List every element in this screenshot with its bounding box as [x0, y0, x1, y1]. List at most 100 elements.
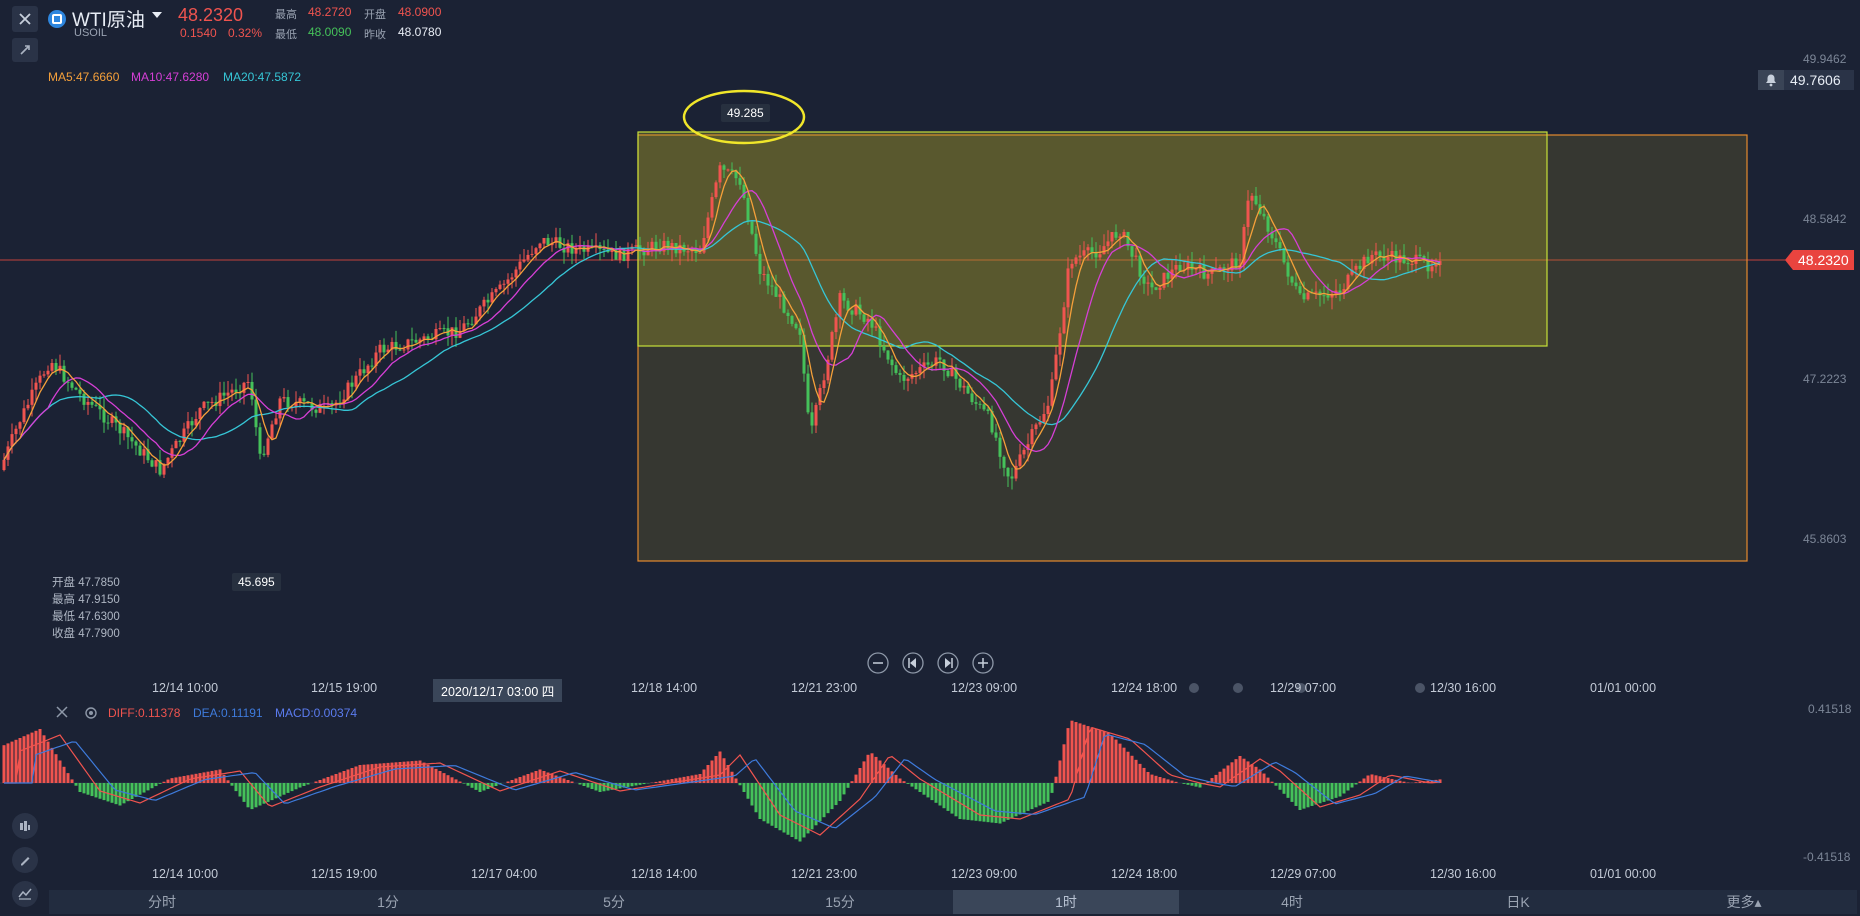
macd-bar	[1130, 755, 1134, 783]
macd-bar	[1314, 783, 1318, 805]
tab-more[interactable]: 更多▴	[1726, 894, 1762, 910]
candle-body	[1010, 476, 1014, 479]
candle-body	[738, 178, 742, 185]
tab-4hour[interactable]: 4时	[1281, 894, 1303, 910]
macd-bar	[990, 783, 994, 823]
macd-bar	[1070, 720, 1074, 783]
macd-bar	[326, 777, 330, 783]
candle-body	[494, 289, 498, 293]
diff-line	[4, 726, 1441, 836]
tab-1min[interactable]: 1分	[377, 894, 399, 910]
macd-bar	[1266, 777, 1270, 783]
macd-bar	[390, 762, 394, 783]
candle-body	[298, 398, 302, 403]
candle-body	[810, 412, 814, 426]
macd-bar	[802, 783, 806, 838]
candle-body	[1338, 290, 1342, 293]
macd-value-label: MACD:0.00374	[275, 706, 358, 720]
settings-icon	[20, 45, 30, 55]
candle-body	[230, 389, 234, 393]
candle-body	[570, 243, 574, 254]
macd-bar	[462, 783, 466, 784]
macd-bar	[886, 767, 890, 783]
macd-bar	[550, 774, 554, 783]
macd-bar	[226, 780, 230, 783]
macd-bar	[1010, 783, 1014, 819]
macd-bar	[962, 783, 966, 820]
draw-button[interactable]	[12, 847, 38, 873]
macd-bar	[1126, 751, 1130, 783]
macd-bar	[1246, 761, 1250, 783]
tab-15min[interactable]: 15分	[825, 894, 855, 910]
candle-body	[42, 374, 46, 376]
candle-body	[1190, 262, 1194, 270]
macd-bar	[430, 766, 434, 783]
macd-time-label: 12/18 14:00	[631, 867, 698, 881]
macd-bar	[186, 775, 190, 783]
macd-bar	[1194, 783, 1198, 787]
close-button[interactable]	[12, 6, 38, 32]
macd-histogram	[2, 720, 1442, 842]
macd-bar	[1362, 778, 1366, 783]
tab-daily[interactable]: 日K	[1506, 894, 1530, 910]
candle-body	[2, 459, 6, 470]
ma20-label: MA20:47.5872	[223, 70, 302, 84]
candle-body	[1294, 282, 1298, 287]
macd-bar	[930, 783, 934, 801]
macd-bar	[682, 776, 686, 783]
macd-bar	[958, 783, 962, 819]
candle-body	[742, 184, 746, 199]
macd-bar	[1186, 783, 1190, 785]
ma5-label: MA5:47.6660	[48, 70, 120, 84]
macd-bar	[26, 734, 30, 783]
pen-icon	[21, 857, 30, 866]
macd-bar	[1014, 783, 1018, 817]
macd-bar	[290, 783, 294, 792]
macd-bar	[1002, 783, 1006, 822]
tab-1hour[interactable]: 1时	[953, 890, 1179, 914]
symbol-name[interactable]: WTI原油	[72, 10, 145, 31]
dropdown-icon[interactable]	[152, 12, 162, 18]
macd-bar	[458, 781, 462, 783]
macd-bar	[10, 741, 14, 783]
macd-bar	[766, 783, 770, 824]
candle-body	[278, 398, 282, 419]
tab-timeshare[interactable]: 分时	[148, 894, 176, 910]
macd-bar	[42, 735, 46, 783]
eye-icon[interactable]	[84, 706, 98, 725]
macd-bar	[918, 783, 922, 792]
tab-5min[interactable]: 5分	[603, 894, 625, 910]
macd-bar	[266, 783, 270, 802]
macd-bar	[830, 783, 834, 810]
macd-bar	[86, 783, 90, 795]
macd-bar	[734, 778, 738, 783]
candle-body	[366, 365, 370, 374]
candle-body	[618, 248, 622, 260]
chart-type-button[interactable]	[12, 813, 38, 839]
macd-bar	[1086, 726, 1090, 783]
candle-body	[202, 401, 206, 409]
candle-body	[1174, 264, 1178, 270]
candle-body	[1254, 195, 1258, 205]
zoom-out-icon	[867, 652, 889, 674]
candle-body	[126, 427, 130, 438]
macd-bar	[1294, 783, 1298, 806]
candle-body	[714, 182, 718, 198]
macd-bar	[94, 783, 98, 798]
candle-body	[406, 339, 410, 350]
candle-body	[1434, 264, 1438, 267]
macd-bar	[906, 783, 910, 784]
alert-price-box[interactable]: 49.7606	[1758, 70, 1854, 90]
indicator-button[interactable]	[12, 881, 38, 907]
candle-body	[1262, 213, 1266, 217]
candle-body	[190, 421, 194, 426]
candle-body	[1078, 255, 1082, 258]
macd-close-icon[interactable]	[54, 704, 70, 725]
macd-bar	[566, 780, 570, 783]
macd-bar	[558, 777, 562, 783]
drawing-tool-button[interactable]	[12, 38, 38, 62]
macd-bar	[74, 783, 78, 786]
macd-bar	[1074, 722, 1078, 783]
candle-body	[982, 404, 986, 410]
